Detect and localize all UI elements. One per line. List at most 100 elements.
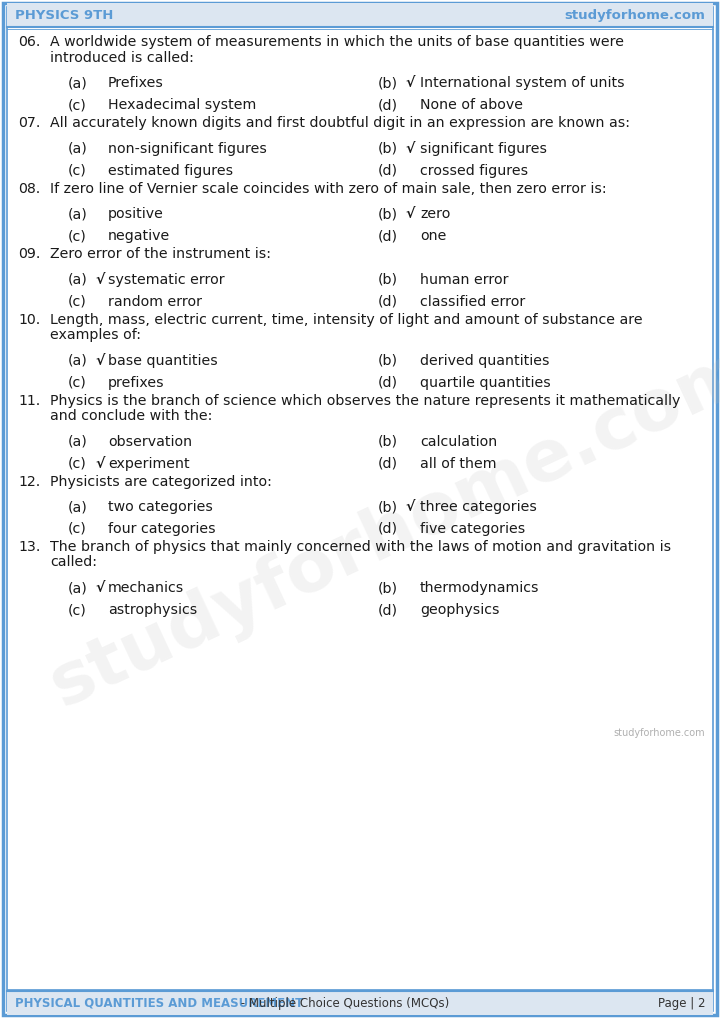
Text: (a): (a)	[68, 273, 88, 286]
Text: (c): (c)	[68, 294, 86, 308]
Text: (b): (b)	[378, 273, 398, 286]
Text: 08.: 08.	[18, 181, 40, 195]
Text: - Multiple Choice Questions (MCQs): - Multiple Choice Questions (MCQs)	[237, 997, 449, 1010]
Text: (a): (a)	[68, 76, 88, 90]
Bar	[7, 3, 713, 27]
Text: International system of units: International system of units	[420, 76, 625, 90]
Text: 09.: 09.	[18, 247, 40, 261]
Text: (d): (d)	[378, 229, 398, 243]
Text: (a): (a)	[68, 435, 88, 449]
Text: positive: positive	[108, 207, 164, 221]
Text: introduced is called:: introduced is called:	[50, 51, 194, 64]
Text: (b): (b)	[378, 76, 398, 90]
Text: examples of:: examples of:	[50, 328, 141, 342]
Text: thermodynamics: thermodynamics	[420, 581, 539, 595]
Text: five categories: five categories	[420, 522, 526, 536]
Text: called:: called:	[50, 556, 97, 569]
Text: classified error: classified error	[420, 294, 526, 308]
Text: All accurately known digits and first doubtful digit in an expression are known : All accurately known digits and first do…	[50, 116, 630, 130]
Text: √: √	[95, 273, 104, 286]
Text: random error: random error	[108, 294, 202, 308]
Text: zero: zero	[420, 207, 451, 221]
Text: prefixes: prefixes	[108, 376, 165, 390]
Text: PHYSICAL QUANTITIES AND MEASUREMENT: PHYSICAL QUANTITIES AND MEASUREMENT	[15, 997, 303, 1010]
Text: (b): (b)	[378, 435, 398, 449]
Text: (a): (a)	[68, 142, 88, 156]
Text: 11.: 11.	[18, 394, 40, 407]
Text: (c): (c)	[68, 98, 86, 112]
Text: significant figures: significant figures	[420, 142, 547, 156]
Text: (a): (a)	[68, 353, 88, 367]
Text: (a): (a)	[68, 581, 88, 595]
Text: four categories: four categories	[108, 522, 215, 536]
Text: (c): (c)	[68, 376, 86, 390]
Bar	[7, 991, 713, 1015]
Text: √: √	[95, 581, 104, 595]
Text: (b): (b)	[378, 207, 398, 221]
Text: experiment: experiment	[108, 456, 189, 470]
Text: (d): (d)	[378, 376, 398, 390]
Text: 12.: 12.	[18, 474, 40, 489]
Text: (d): (d)	[378, 294, 398, 308]
Text: non-significant figures: non-significant figures	[108, 142, 267, 156]
Text: human error: human error	[420, 273, 508, 286]
Text: Zero error of the instrument is:: Zero error of the instrument is:	[50, 247, 271, 261]
Text: two categories: two categories	[108, 500, 213, 514]
Text: crossed figures: crossed figures	[420, 164, 528, 177]
Text: observation: observation	[108, 435, 192, 449]
Text: √: √	[95, 456, 104, 470]
Text: (a): (a)	[68, 207, 88, 221]
Text: The branch of physics that mainly concerned with the laws of motion and gravitat: The branch of physics that mainly concer…	[50, 540, 671, 554]
Text: (d): (d)	[378, 522, 398, 536]
Text: quartile quantities: quartile quantities	[420, 376, 551, 390]
Text: (b): (b)	[378, 353, 398, 367]
Text: (d): (d)	[378, 164, 398, 177]
Text: (c): (c)	[68, 164, 86, 177]
Text: √: √	[405, 76, 415, 90]
Text: studyforhome.com: studyforhome.com	[564, 8, 705, 21]
Text: √: √	[405, 142, 415, 156]
Text: all of them: all of them	[420, 456, 497, 470]
Text: (c): (c)	[68, 229, 86, 243]
Text: If zero line of Vernier scale coincides with zero of main sale, then zero error : If zero line of Vernier scale coincides …	[50, 181, 607, 195]
Text: Page | 2: Page | 2	[657, 997, 705, 1010]
Text: three categories: three categories	[420, 500, 537, 514]
Text: 10.: 10.	[18, 313, 40, 327]
Text: (c): (c)	[68, 603, 86, 617]
Text: None of above: None of above	[420, 98, 523, 112]
Text: (b): (b)	[378, 581, 398, 595]
Text: (b): (b)	[378, 500, 398, 514]
Text: astrophysics: astrophysics	[108, 603, 197, 617]
Text: derived quantities: derived quantities	[420, 353, 549, 367]
Text: 06.: 06.	[18, 35, 40, 49]
Text: Prefixes: Prefixes	[108, 76, 164, 90]
Text: √: √	[405, 207, 415, 221]
Text: (c): (c)	[68, 522, 86, 536]
Text: systematic error: systematic error	[108, 273, 225, 286]
Text: A worldwide system of measurements in which the units of base quantities were: A worldwide system of measurements in wh…	[50, 35, 624, 49]
Text: √: √	[405, 500, 415, 514]
Text: (b): (b)	[378, 142, 398, 156]
Text: negative: negative	[108, 229, 170, 243]
Text: (a): (a)	[68, 500, 88, 514]
Text: Physics is the branch of science which observes the nature represents it mathema: Physics is the branch of science which o…	[50, 394, 680, 407]
Text: base quantities: base quantities	[108, 353, 217, 367]
Text: (d): (d)	[378, 456, 398, 470]
Text: 07.: 07.	[18, 116, 40, 130]
Text: (d): (d)	[378, 98, 398, 112]
Text: estimated figures: estimated figures	[108, 164, 233, 177]
Text: √: √	[95, 353, 104, 367]
Text: studyforhome.com: studyforhome.com	[613, 728, 705, 738]
Text: Physicists are categorized into:: Physicists are categorized into:	[50, 474, 272, 489]
Text: studyforhome.com: studyforhome.com	[39, 335, 720, 721]
Text: and conclude with the:: and conclude with the:	[50, 409, 212, 423]
Text: calculation: calculation	[420, 435, 498, 449]
Text: Length, mass, electric current, time, intensity of light and amount of substance: Length, mass, electric current, time, in…	[50, 313, 643, 327]
Text: 13.: 13.	[18, 540, 40, 554]
Text: (c): (c)	[68, 456, 86, 470]
Text: mechanics: mechanics	[108, 581, 184, 595]
Text: PHYSICS 9TH: PHYSICS 9TH	[15, 8, 113, 21]
Text: geophysics: geophysics	[420, 603, 500, 617]
Text: (d): (d)	[378, 603, 398, 617]
Text: one: one	[420, 229, 446, 243]
